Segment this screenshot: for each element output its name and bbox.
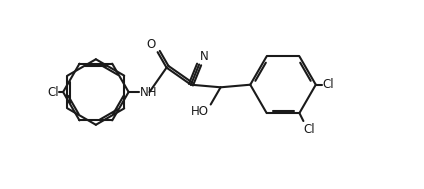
Text: NH: NH — [139, 85, 157, 98]
Text: Cl: Cl — [47, 85, 59, 98]
Text: Cl: Cl — [323, 78, 335, 91]
Text: N: N — [200, 50, 209, 64]
Text: O: O — [146, 38, 156, 51]
Text: Cl: Cl — [304, 123, 315, 136]
Text: HO: HO — [191, 105, 209, 119]
